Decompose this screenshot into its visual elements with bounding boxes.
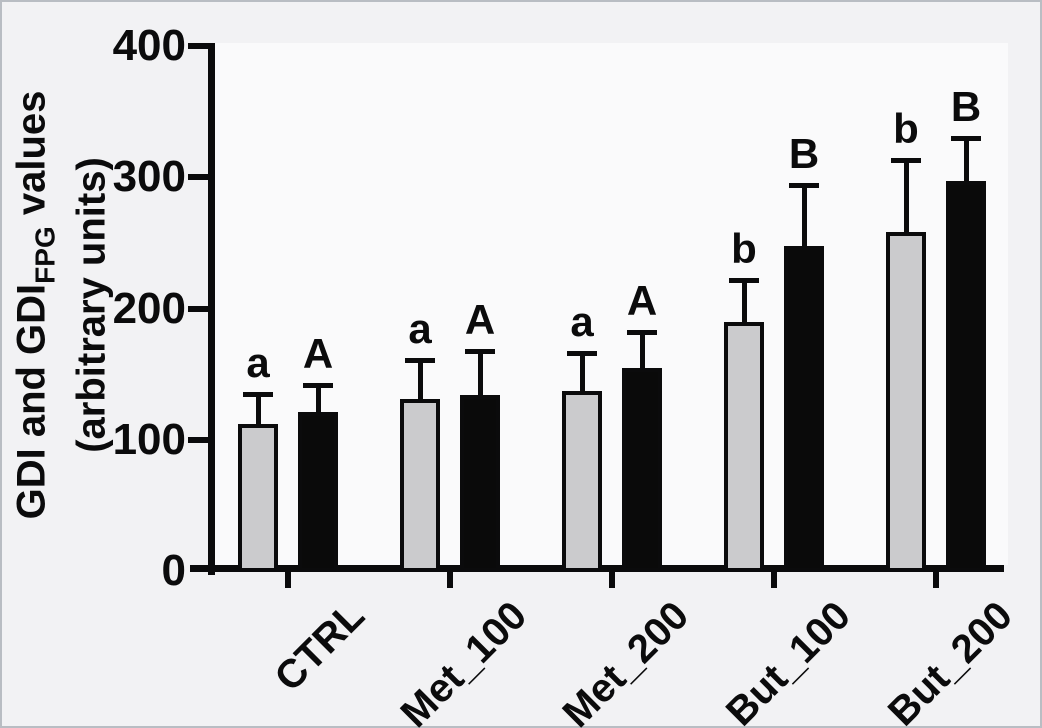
sig-letter: A bbox=[626, 277, 658, 325]
error-bar-cap bbox=[465, 348, 495, 354]
x-axis-tick bbox=[933, 572, 939, 588]
sig-letter: B bbox=[950, 82, 982, 130]
bar-CTRL-GDI_FPG bbox=[298, 412, 338, 572]
x-tick-label: But_100 bbox=[718, 593, 860, 728]
error-bar-cap bbox=[303, 382, 333, 388]
sig-letter: A bbox=[302, 329, 334, 377]
error-bar-line bbox=[802, 185, 807, 246]
y-tick-label: 0 bbox=[161, 546, 186, 595]
sig-letter: a bbox=[246, 338, 270, 386]
error-bar-cap bbox=[567, 351, 597, 357]
y-tick-label: 200 bbox=[112, 283, 186, 333]
y-axis-title-text: GDI and GDI bbox=[9, 283, 54, 520]
error-bar-line bbox=[580, 353, 585, 392]
x-tick-label: CTRL bbox=[266, 593, 374, 700]
bar-But_200-GDI_FPG bbox=[946, 181, 986, 572]
y-axis-tick bbox=[188, 43, 212, 49]
sig-letter: a bbox=[408, 304, 432, 352]
error-bar-line bbox=[742, 279, 747, 322]
x-axis-tick bbox=[771, 572, 777, 588]
bar-Met_200-GDI bbox=[562, 391, 602, 572]
y-axis-tick bbox=[188, 436, 212, 443]
y-axis-tick bbox=[188, 174, 212, 181]
y-axis-title: GDI and GDIFPG values (arbitrary units) bbox=[9, 91, 116, 520]
x-tick-label: But_200 bbox=[880, 593, 1022, 728]
x-tick-label: Met_100 bbox=[392, 593, 536, 728]
y-axis-title-subscript: FPG bbox=[29, 226, 61, 284]
error-bar-line bbox=[316, 384, 321, 413]
y-axis-tick bbox=[188, 305, 212, 312]
error-bar-cap bbox=[627, 330, 657, 336]
error-bar-line bbox=[418, 359, 423, 400]
sig-letter: b bbox=[731, 224, 757, 272]
error-bar-cap bbox=[891, 158, 921, 164]
x-tick-label: Met_200 bbox=[554, 593, 698, 728]
error-bar-cap bbox=[789, 183, 819, 189]
error-bar-line bbox=[478, 350, 483, 396]
y-axis-title-text2: values bbox=[9, 90, 54, 227]
bar-But_100-GDI bbox=[724, 321, 764, 572]
bar-Met_100-GDI bbox=[400, 399, 440, 572]
error-bar-line bbox=[904, 160, 909, 233]
bar-Met_100-GDI_FPG bbox=[460, 395, 500, 572]
y-axis-title-line1: GDI and GDIFPG values bbox=[9, 91, 69, 520]
x-axis-tick bbox=[285, 572, 291, 588]
sig-letter: a bbox=[570, 298, 594, 346]
sig-letter: B bbox=[788, 130, 820, 178]
y-tick-label: 100 bbox=[112, 414, 186, 464]
error-bar-cap bbox=[729, 277, 759, 283]
bar-But_200-GDI bbox=[886, 232, 926, 572]
y-tick-label: 300 bbox=[112, 152, 186, 202]
bar-But_100-GDI_FPG bbox=[784, 245, 824, 572]
y-tick-label: 400 bbox=[112, 21, 186, 70]
y-axis-title-line2: (arbitrary units) bbox=[69, 157, 114, 453]
error-bar-line bbox=[964, 137, 969, 182]
plot-area bbox=[212, 43, 1008, 565]
error-bar-cap bbox=[951, 135, 981, 141]
error-bar-line bbox=[640, 332, 645, 368]
error-bar-cap bbox=[405, 357, 435, 363]
error-bar-line bbox=[256, 393, 261, 424]
bar-Met_200-GDI_FPG bbox=[622, 367, 662, 572]
x-axis-tick bbox=[447, 572, 453, 588]
sig-letter: b bbox=[893, 105, 919, 153]
bar-CTRL-GDI bbox=[238, 424, 278, 572]
x-axis-tick bbox=[609, 572, 615, 588]
sig-letter: A bbox=[464, 295, 496, 343]
error-bar-cap bbox=[243, 391, 273, 397]
